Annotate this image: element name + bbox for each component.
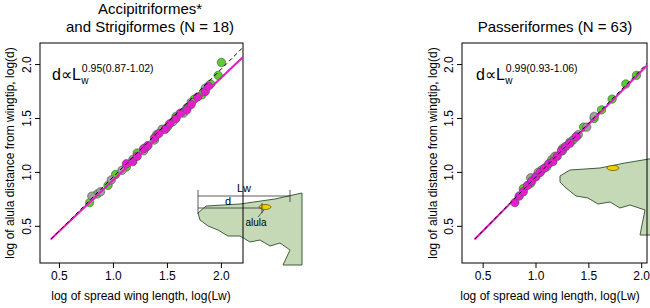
- x-tick-label: 2.0: [633, 269, 650, 283]
- chart-root: Lwdalula0.51.01.52.00.51.01.52.0d∝Lw0.95…: [0, 0, 650, 308]
- y-axis-label: log of alula distance from wingtip, log(…: [426, 47, 440, 258]
- x-axis-label: log of spread wing length, log(Lw): [460, 289, 639, 303]
- x-tick: [221, 263, 222, 268]
- fit-line: [51, 47, 243, 239]
- x-tick: [483, 263, 484, 268]
- annotation-superscript: 0.95(0.87-1.02): [82, 62, 154, 74]
- title-line: Passeriformes (N = 63): [478, 18, 633, 35]
- y-tick: [457, 226, 462, 227]
- y-tick: [457, 172, 462, 173]
- alula-icon: [607, 166, 619, 171]
- plot-data: [51, 47, 243, 239]
- alula-icon: [259, 205, 271, 210]
- y-tick-label: 1.0: [20, 164, 34, 181]
- fit-line: [475, 47, 647, 239]
- title: Accipitriformes*and Strigiformes (N = 18…: [66, 0, 234, 35]
- y-tick-label: 1.0: [442, 164, 456, 181]
- x-tick-label: 0.5: [51, 269, 68, 283]
- inset-label: d: [225, 195, 231, 207]
- length-bracket: [198, 196, 290, 197]
- x-tick: [59, 263, 60, 268]
- y-axis-label: log of alula distance from wingtip, log(…: [3, 47, 17, 258]
- fit-line: [475, 49, 647, 239]
- y-tick-label: 2.0: [442, 56, 456, 73]
- plot-frame: [462, 43, 647, 263]
- bracket-end: [198, 190, 199, 214]
- title-line: Accipitriformes*: [98, 0, 202, 17]
- distance-bracket: [198, 208, 262, 209]
- x-tick-label: 0.5: [475, 269, 492, 283]
- y-tick: [35, 118, 40, 119]
- x-tick-label: 1.5: [581, 269, 598, 283]
- annotation-subscript: w: [80, 75, 89, 86]
- y-tick: [35, 226, 40, 227]
- fit-line: [51, 57, 243, 239]
- x-tick-label: 2.0: [213, 269, 230, 283]
- annotation: d∝L: [52, 66, 81, 83]
- y-tick: [457, 64, 462, 65]
- plot-data: [475, 47, 647, 239]
- inset-label: Lw: [237, 182, 251, 194]
- wing-illustration: [198, 193, 302, 265]
- y-tick: [35, 64, 40, 65]
- x-tick-label: 1.0: [105, 269, 122, 283]
- inset-brackets: [198, 190, 290, 217]
- x-tick: [536, 263, 537, 268]
- inset-label: alula: [245, 217, 267, 228]
- x-tick: [113, 263, 114, 268]
- x-tick-label: 1.5: [159, 269, 176, 283]
- plot-frame: [40, 43, 243, 263]
- bracket-end: [290, 190, 291, 202]
- y-tick: [457, 118, 462, 119]
- y-tick-label: 1.5: [20, 110, 34, 127]
- annotation-subscript: w: [504, 75, 513, 86]
- y-tick-label: 1.5: [442, 110, 456, 127]
- y-tick-label: 0.5: [442, 218, 456, 235]
- y-tick-label: 0.5: [20, 218, 34, 235]
- x-tick-label: 1.0: [528, 269, 545, 283]
- title-line: and Strigiformes (N = 18): [66, 18, 234, 35]
- wing-illustration: [560, 158, 650, 235]
- x-tick: [588, 263, 589, 268]
- annotation: d∝L: [476, 66, 505, 83]
- y-tick: [35, 172, 40, 173]
- x-tick: [641, 263, 642, 268]
- annotation-superscript: 0.99(0.93-1.06): [506, 62, 578, 74]
- y-tick-label: 2.0: [20, 56, 34, 73]
- x-axis-label: log of spread wing length, log(Lw): [51, 289, 230, 303]
- alula-pointer: [258, 210, 264, 217]
- x-tick: [167, 263, 168, 268]
- title: Passeriformes (N = 63): [478, 18, 633, 35]
